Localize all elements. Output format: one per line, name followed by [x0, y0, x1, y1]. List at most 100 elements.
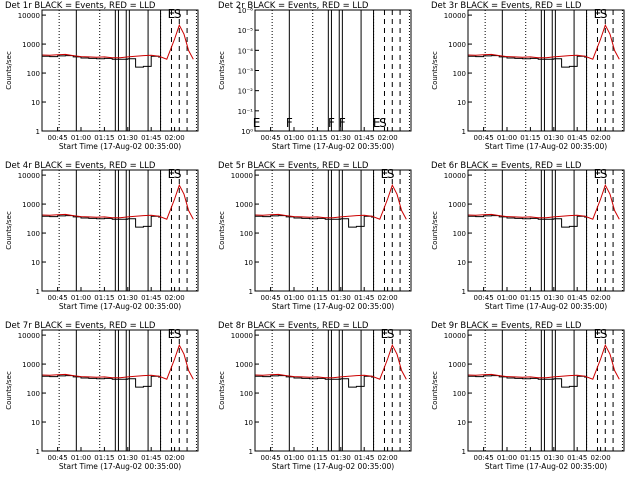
x-tick-label: 01:00: [71, 134, 91, 142]
y-tick-label: 1: [249, 288, 253, 296]
x-tick-label: 00:45: [261, 134, 281, 142]
event-marker-label: S: [174, 7, 182, 21]
plot-frame: [254, 169, 412, 292]
plot-frame: [467, 169, 625, 292]
x-tick-label: 01:30: [118, 454, 138, 462]
lld-series-line: [254, 183, 407, 220]
x-tick-label: 01:30: [331, 134, 351, 142]
x-tick-label: 02:00: [591, 134, 611, 142]
x-tick-label: 02:00: [378, 134, 398, 142]
plot-frame: [467, 329, 625, 452]
x-tick-label: 01:00: [497, 134, 517, 142]
panel-title: Det 1r BLACK = Events, RED = LLD: [5, 1, 156, 11]
y-tick-label: 1000: [22, 201, 40, 209]
x-tick-label: 01:15: [307, 294, 327, 302]
y-tick-label: 1000: [235, 201, 253, 209]
x-axis-label: Start Time (17-Aug-02 00:35:00): [272, 142, 394, 151]
panel-title: Det 4r BLACK = Events, RED = LLD: [5, 161, 156, 171]
event-marker-label: S: [387, 167, 395, 181]
x-tick-label: 00:45: [474, 454, 494, 462]
events-series-line: [468, 55, 586, 68]
y-tick-label: 1: [462, 448, 466, 456]
y-tick-label: 10⁰: [241, 128, 253, 136]
y-tick-label: 10⁻⁴: [238, 47, 254, 55]
y-tick-label: 1000: [448, 201, 466, 209]
x-tick-label: 01:00: [497, 294, 517, 302]
x-tick-label: 01:30: [544, 134, 564, 142]
events-series-line: [468, 375, 586, 388]
event-marker-label: E: [373, 116, 381, 130]
x-axis-label: Start Time (17-Aug-02 00:35:00): [485, 142, 607, 151]
x-tick-label: 01:45: [354, 134, 374, 142]
x-tick-label: 01:15: [94, 134, 114, 142]
x-tick-label: 02:00: [165, 294, 185, 302]
y-tick-label: 1000: [22, 361, 40, 369]
y-tick-label: 10: [457, 99, 466, 107]
x-tick-label: 01:30: [331, 454, 351, 462]
panel-title: Det 5r BLACK = Events, RED = LLD: [218, 161, 369, 171]
event-marker-label: F: [328, 116, 335, 130]
x-tick-label: 00:45: [261, 294, 281, 302]
y-tick-label: 10⁻³: [238, 68, 254, 76]
x-tick-label: 01:30: [118, 294, 138, 302]
x-axis-label: Start Time (17-Aug-02 00:35:00): [59, 302, 181, 311]
y-tick-label: 10000: [18, 12, 40, 20]
panel-title: Det 9r BLACK = Events, RED = LLD: [431, 321, 582, 331]
event-marker-label: S: [600, 7, 608, 21]
y-tick-label: 100: [453, 390, 466, 398]
y-axis-label: Counts/sec: [218, 51, 226, 90]
x-axis-label: Start Time (17-Aug-02 00:35:00): [272, 302, 394, 311]
event-marker-label: E: [381, 327, 389, 341]
x-tick-label: 02:00: [165, 454, 185, 462]
panel-title: Det 8r BLACK = Events, RED = LLD: [218, 321, 369, 331]
y-tick-label: 1: [36, 128, 40, 136]
events-series-line: [255, 375, 373, 388]
event-marker-label: S: [174, 167, 182, 181]
x-tick-label: 01:15: [520, 134, 540, 142]
x-tick-label: 01:30: [118, 134, 138, 142]
lld-series-line: [467, 343, 620, 380]
y-tick-label: 1000: [448, 361, 466, 369]
y-axis-label: Counts/sec: [218, 371, 226, 410]
y-tick-label: 10: [457, 259, 466, 267]
x-tick-label: 01:00: [284, 294, 304, 302]
event-marker-label: E: [168, 327, 176, 341]
y-tick-label: 10⁻²: [238, 88, 254, 96]
y-axis-label: Counts/sec: [431, 211, 439, 250]
x-tick-label: 01:15: [307, 454, 327, 462]
x-tick-label: 01:15: [520, 454, 540, 462]
y-axis-label: Counts/sec: [431, 371, 439, 410]
event-marker-label: S: [387, 327, 395, 341]
y-axis-label: Counts/sec: [5, 51, 13, 90]
y-tick-label: 1: [36, 288, 40, 296]
panel-title: Det 2r BLACK = Events, RED = LLD: [218, 1, 369, 11]
y-axis-label: Counts/sec: [5, 211, 13, 250]
y-tick-label: 100: [27, 390, 40, 398]
y-tick-label: 10: [457, 419, 466, 427]
x-tick-label: 02:00: [591, 454, 611, 462]
lld-series-line: [41, 343, 194, 380]
y-axis-label: Counts/sec: [431, 51, 439, 90]
x-tick-label: 01:15: [94, 454, 114, 462]
events-series-line: [468, 215, 586, 228]
event-marker-label: E: [168, 167, 176, 181]
x-tick-label: 01:45: [354, 454, 374, 462]
y-tick-label: 100: [27, 230, 40, 238]
x-tick-label: 01:45: [354, 294, 374, 302]
x-tick-label: 00:45: [474, 294, 494, 302]
event-marker-label: E: [168, 7, 176, 21]
x-tick-label: 01:00: [71, 454, 91, 462]
event-marker-label: E: [594, 327, 602, 341]
y-tick-label: 100: [240, 390, 253, 398]
x-axis-label: Start Time (17-Aug-02 00:35:00): [272, 462, 394, 471]
x-tick-label: 00:45: [48, 454, 68, 462]
event-marker-label: E: [594, 7, 602, 21]
y-tick-label: 10000: [18, 332, 40, 340]
x-tick-label: 01:00: [284, 134, 304, 142]
event-marker-label: E: [381, 167, 389, 181]
